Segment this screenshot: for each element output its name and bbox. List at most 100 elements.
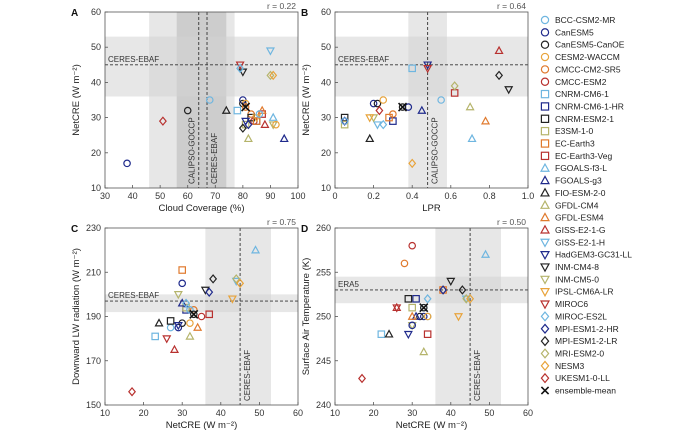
legend-marker (540, 335, 550, 347)
legend-marker (540, 162, 550, 172)
panel-c-point (162, 335, 172, 344)
legend-label: IPSL-CM6A-LR (555, 287, 614, 297)
panel-c-vband-label: CERES-EBAF (243, 350, 252, 401)
legend-marker (540, 15, 550, 25)
panel-b-ylabel: NetCRE (W m⁻²) (301, 64, 312, 136)
panel-a-point (236, 63, 245, 74)
panel-d-r-value: r = 0.50 (497, 217, 526, 227)
legend-marker (540, 175, 550, 185)
panel-c-xlabel: NetCRE (W m⁻²) (166, 420, 238, 431)
panel-c-point (205, 287, 214, 297)
panel-c-xtick-label: 40 (216, 408, 226, 418)
legend-label: ensemble-mean (555, 386, 616, 396)
panel-a-point (233, 106, 242, 115)
legend-marker (540, 300, 550, 310)
legend-label: FGOALS-f3-L (555, 163, 607, 173)
panel-d-xtick-label: 40 (446, 408, 456, 418)
panel-c-point (151, 332, 159, 341)
panel-a-point (260, 119, 270, 128)
panel-b-xlabel: LPR (422, 203, 441, 214)
panel-d-xtick-label: 20 (369, 408, 379, 418)
legend-label: GISS-E2-1-G (555, 225, 606, 235)
panel-d-ytick-label: 245 (316, 356, 331, 366)
panel-b-point (375, 105, 384, 116)
legend-marker (540, 65, 550, 74)
panel-a-xtick-label: 100 (290, 191, 305, 201)
panel-b-point (379, 119, 388, 130)
panel-d-point (419, 303, 428, 312)
panel-d-point (358, 373, 367, 384)
panel-c-xtick-label: 10 (100, 408, 110, 418)
panel-d-point (458, 285, 467, 295)
legend-label: CNRM-CM6-1 (555, 89, 609, 99)
legend-label: CanESM5 (555, 27, 594, 37)
panel-d-point (408, 321, 417, 330)
panel-a-point (268, 112, 278, 121)
panel-d-vband-label: CERES-EBAF (473, 350, 482, 401)
panel-d-letter: D (301, 224, 308, 235)
panel-a-ensemble-mean (241, 102, 251, 112)
panel-a-point (158, 116, 167, 126)
panel-b-xtick-label: 0.2 (367, 191, 380, 201)
panel-d-point (407, 311, 417, 320)
panel-b-xtick-label: 0.6 (445, 191, 458, 201)
panel-b-ytick-label: 20 (321, 148, 331, 158)
panel-d-ensemble-mean (419, 303, 429, 313)
panel-b-ytick-label: 30 (321, 113, 331, 123)
legend-label: MIROC6 (555, 299, 588, 309)
panel-a-frame (104, 11, 299, 189)
legend-marker (540, 126, 550, 136)
panel-b-xtick-label: 0.8 (483, 191, 496, 201)
legend-marker (540, 114, 550, 123)
panel-b-point (372, 121, 382, 130)
panel-d-point (466, 294, 475, 304)
panel-d-point (400, 259, 409, 268)
panel-b-point (340, 120, 349, 129)
panel-a-point (268, 121, 278, 130)
panel-c-point (178, 279, 187, 288)
legend-label: GFDL-CM4 (555, 200, 599, 210)
panel-b-point (340, 116, 349, 126)
panel-b-ytick-label: 50 (321, 42, 331, 52)
panel-c-xtick-label: 30 (177, 408, 187, 418)
legend-marker (540, 187, 550, 197)
panel-c-hband-label: CERES-EBAF (108, 291, 159, 300)
panel-c-point (128, 386, 137, 397)
panel-d-ylabel: Surface Air Temperature (K) (301, 258, 312, 376)
panel-d-point (453, 313, 464, 322)
panel-b-point (417, 105, 427, 114)
panel-c-point (186, 306, 194, 314)
panel-c-point (205, 310, 214, 319)
legend-label: EC-Earth3-Veg (555, 151, 612, 161)
panel-c-ylabel: Downward LW radiation (W m⁻²) (71, 248, 82, 385)
panel-c-vband (205, 228, 271, 405)
panel-b-point (373, 99, 382, 108)
panel-b-point (385, 113, 393, 122)
panel-c-point (189, 310, 198, 319)
panel-b-point (365, 114, 375, 123)
legend-label: INM-CM4-8 (555, 262, 599, 272)
panel-d-point (412, 295, 420, 303)
panel-b-point (467, 133, 477, 143)
panel-c-point (174, 323, 183, 332)
panel-b-ytick-label: 10 (321, 183, 331, 193)
panel-c-ytick-label: 210 (86, 267, 101, 277)
legend-label: NESM3 (555, 361, 585, 371)
panel-a-point (279, 133, 289, 143)
panel-c-point (232, 274, 241, 284)
panel-b-point (504, 86, 514, 95)
panel-b-r-value: r = 0.64 (497, 1, 526, 11)
legend-label: CESM2-WACCM (555, 52, 620, 62)
legend-marker (540, 275, 550, 285)
panel-c-r-value: r = 0.75 (267, 217, 296, 227)
panel-b-xtick-label: 0.4 (406, 191, 419, 201)
panel-d-point (392, 304, 402, 313)
panel-a-ytick-label: 10 (91, 183, 101, 193)
legend-label: FGOALS-g3 (555, 176, 602, 186)
panel-b-ensemble-mean (397, 102, 408, 112)
panel-a-ylabel: NetCRE (W m⁻²) (71, 64, 82, 136)
panel-a-xtick-label: 60 (183, 191, 193, 201)
panel-b-point (398, 103, 407, 111)
panel-c-point (154, 318, 164, 327)
panel-b-xtick-label: 1.0 (522, 191, 535, 201)
